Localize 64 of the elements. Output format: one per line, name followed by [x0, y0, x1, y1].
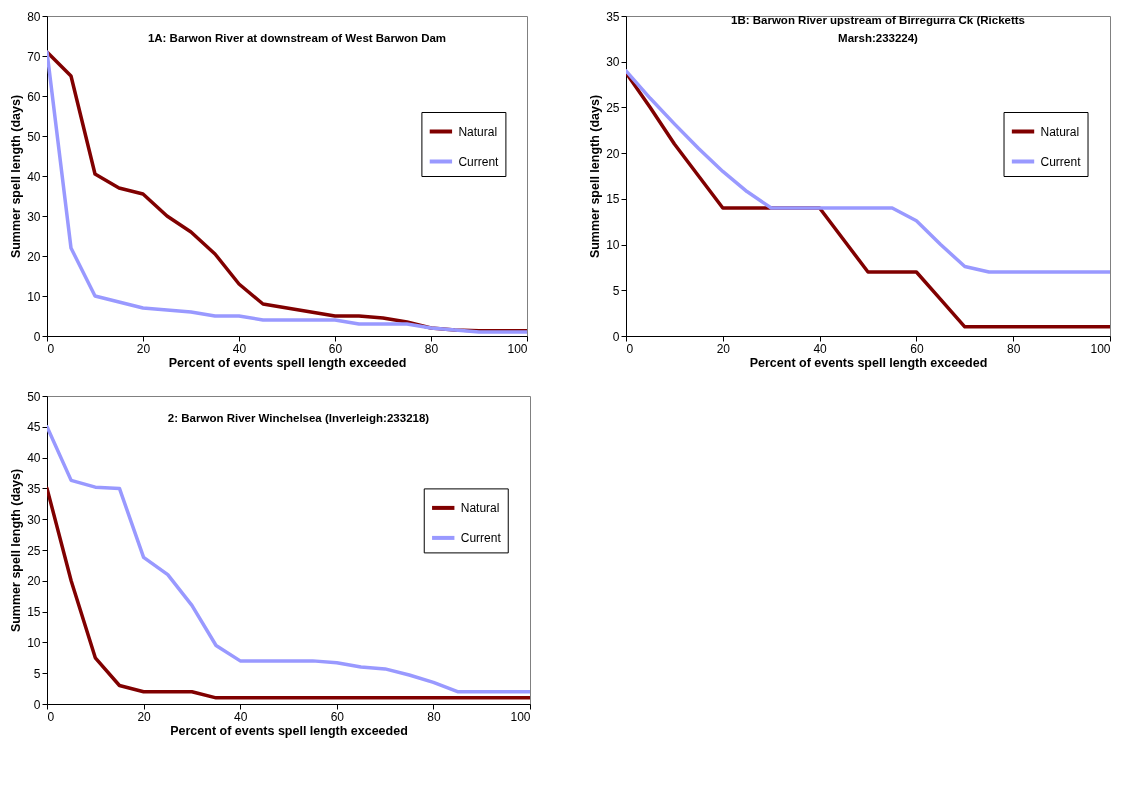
x-tick-label: 40 — [232, 341, 247, 356]
x-tick-label: 80 — [424, 341, 439, 356]
y-tick-label: 45 — [27, 420, 41, 435]
y-tick-label: 50 — [27, 389, 41, 404]
x-tick-label: 40 — [813, 341, 828, 356]
y-tick-label: 15 — [606, 192, 620, 207]
y-tick-label: 25 — [606, 100, 620, 115]
y-tick-label: 20 — [27, 249, 41, 264]
x-tick-label: 20 — [716, 341, 731, 356]
y-tick-label: 80 — [27, 9, 41, 24]
y-tick-label: 10 — [27, 289, 41, 304]
y-tick-label: 70 — [27, 49, 41, 64]
y-tick-label: 35 — [606, 9, 620, 24]
y-tick-label: 20 — [606, 146, 620, 161]
y-axis-title: Summer spell length (days) — [588, 94, 603, 259]
y-tick-label: 15 — [27, 605, 41, 620]
y-tick-label: 50 — [27, 129, 41, 144]
y-tick-label: 40 — [27, 169, 41, 184]
text: 1B: Barwon River upstream of Birregurra Ck (Ricketts Marsh:233224) — [731, 13, 1025, 44]
y-tick-label: 10 — [606, 238, 620, 253]
x-axis-title: Percent of events spell length exceeded — [749, 355, 988, 370]
y-tick-label: 30 — [27, 209, 41, 224]
x-tick-label: 100 — [1090, 341, 1111, 356]
y-axis-title: Summer spell length (days) — [9, 94, 24, 259]
legend-label: Current — [460, 530, 502, 545]
legend-label: Current — [458, 154, 500, 169]
x-tick-label: 0 — [47, 341, 55, 356]
y-tick-label: 5 — [33, 666, 41, 681]
legend-label: Natural — [460, 500, 500, 515]
x-tick-label: 20 — [136, 341, 151, 356]
legend-label: Natural — [458, 124, 498, 139]
y-tick-label: 5 — [612, 283, 620, 298]
y-tick-label: 30 — [606, 55, 620, 70]
x-tick-label: 80 — [1007, 341, 1021, 356]
x-tick-label: 60 — [330, 709, 345, 724]
text: 2: Barwon River Winchelsea (Inverleigh:233218) — [167, 411, 430, 424]
y-tick-label: 20 — [27, 574, 41, 589]
y-tick-label: 0 — [612, 329, 620, 344]
y-tick-label: 0 — [33, 329, 41, 344]
x-axis-title: Percent of events spell length exceeded — [170, 723, 408, 738]
x-tick-label: 40 — [234, 709, 248, 724]
line-series — [47, 486, 530, 700]
legend-label: Natural — [1040, 124, 1080, 139]
y-axis-title: Summer spell length (days) — [9, 468, 24, 633]
x-tick-label: 60 — [910, 341, 924, 356]
y-tick-label: 25 — [27, 543, 41, 558]
y-tick-label: 60 — [27, 89, 41, 104]
x-tick-label: 0 — [47, 709, 55, 724]
x-tick-label: 20 — [137, 709, 152, 724]
y-tick-label: 40 — [27, 451, 41, 466]
x-tick-label: 60 — [328, 341, 343, 356]
y-tick-label: 30 — [27, 512, 41, 527]
line-series — [626, 69, 1110, 274]
y-tick-label: 10 — [27, 635, 41, 650]
x-tick-label: 0 — [626, 341, 634, 356]
x-tick-label: 100 — [507, 341, 528, 356]
y-tick-label: 35 — [27, 481, 41, 496]
text: 1A: Barwon River at downstream of West Barwon Dam — [147, 31, 447, 44]
y-tick-label: 0 — [33, 697, 41, 712]
x-axis-title: Percent of events spell length exceeded — [168, 355, 407, 370]
legend-label: Current — [1040, 154, 1082, 169]
line-series — [47, 425, 530, 694]
x-tick-label: 100 — [510, 709, 531, 724]
x-tick-label: 80 — [427, 709, 441, 724]
